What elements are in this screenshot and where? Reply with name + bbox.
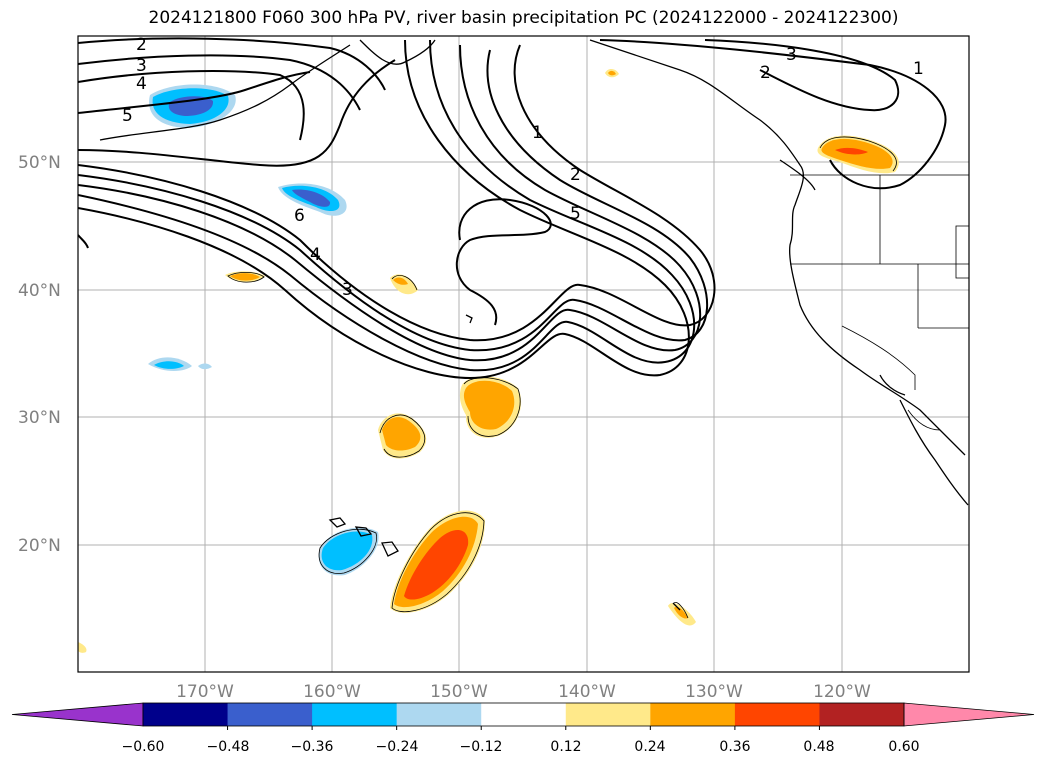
colorbar-outline bbox=[142, 702, 905, 727]
precip-anomaly-outlines bbox=[227, 136, 897, 619]
colorbar-tick-label: 0.24 bbox=[634, 739, 665, 755]
colorbar-tick-label: −0.24 bbox=[376, 739, 419, 755]
precip-negative-anomaly-gulf-alaska bbox=[149, 84, 236, 128]
precip-positive-anomaly-hawaii-se bbox=[390, 510, 485, 613]
pv-label: 2 bbox=[570, 165, 581, 185]
colorbar-tick-label: −0.12 bbox=[460, 739, 503, 755]
pv-label: 1 bbox=[913, 59, 924, 79]
colorbar-extension-high bbox=[903, 702, 1035, 727]
pv-label: 3 bbox=[136, 56, 147, 76]
coastlines bbox=[99, 39, 969, 611]
lat-label: 40°N bbox=[18, 281, 61, 301]
pv-label: 5 bbox=[122, 106, 133, 126]
pv-label: 3 bbox=[786, 45, 797, 65]
lat-label: 20°N bbox=[18, 536, 61, 556]
colorbar bbox=[11, 702, 1035, 730]
pv-contour-labels: 2 3 4 5 6 4 3 1 2 5 3 2 1 bbox=[122, 35, 924, 300]
longitude-labels: 170°W 160°W 150°W 140°W 130°W 120°W bbox=[176, 682, 871, 702]
pv-label: 4 bbox=[310, 245, 321, 265]
colorbar-segment bbox=[819, 703, 905, 726]
colorbar-tick-label: 0.48 bbox=[803, 739, 834, 755]
lon-label: 170°W bbox=[176, 682, 234, 702]
precip-negative-anomaly-hawaii bbox=[318, 527, 379, 576]
colorbar-tick-label: −0.36 bbox=[291, 739, 334, 755]
pv-label: 3 bbox=[342, 280, 353, 300]
lon-label: 150°W bbox=[430, 682, 488, 702]
lon-label: 120°W bbox=[813, 682, 871, 702]
colorbar-tick-label: −0.48 bbox=[207, 739, 250, 755]
pv-label: 5 bbox=[570, 204, 581, 224]
colorbar-tick-label: −0.60 bbox=[122, 739, 165, 755]
pv-label: 2 bbox=[136, 35, 147, 55]
lat-label: 50°N bbox=[18, 153, 61, 173]
precip-negative-anomaly-midpacific bbox=[148, 357, 212, 371]
latitude-labels: 50°N 40°N 30°N 20°N bbox=[18, 153, 61, 556]
pv-contours bbox=[78, 37, 947, 380]
lon-label: 130°W bbox=[685, 682, 743, 702]
colorbar-segment bbox=[481, 703, 567, 726]
colorbar-segment bbox=[396, 703, 482, 726]
pv-label: 1 bbox=[532, 123, 543, 143]
colorbar-extension-low bbox=[11, 702, 144, 727]
map-background bbox=[78, 36, 969, 672]
colorbar-segment bbox=[143, 703, 229, 726]
map-title: 2024121800 F060 300 hPa PV, river basin … bbox=[148, 8, 899, 28]
pv-label: 6 bbox=[294, 206, 305, 226]
colorbar-tick-label: 0.12 bbox=[550, 739, 581, 755]
colorbar-segment bbox=[312, 703, 398, 726]
lon-label: 140°W bbox=[558, 682, 616, 702]
political-borders bbox=[790, 174, 969, 431]
colorbar-segment bbox=[227, 703, 313, 726]
colorbar-segment bbox=[650, 703, 736, 726]
lat-label: 30°N bbox=[18, 408, 61, 428]
colorbar-segment bbox=[734, 703, 820, 726]
pv-label: 4 bbox=[136, 74, 147, 94]
colorbar-tick-label: 0.36 bbox=[719, 739, 750, 755]
precip-positive-anomaly-subtropics bbox=[78, 68, 696, 653]
map-frame bbox=[77, 35, 970, 673]
colorbar-tick-label: 0.60 bbox=[888, 739, 919, 755]
precip-negative-anomaly-north-pacific bbox=[278, 183, 347, 216]
lon-label: 160°W bbox=[303, 682, 361, 702]
colorbar-segment bbox=[565, 703, 651, 726]
colorbar-tick-labels: −0.60 −0.48 −0.36 −0.24 −0.12 0.12 0.24 … bbox=[122, 739, 920, 755]
pv-label: 2 bbox=[760, 63, 771, 83]
